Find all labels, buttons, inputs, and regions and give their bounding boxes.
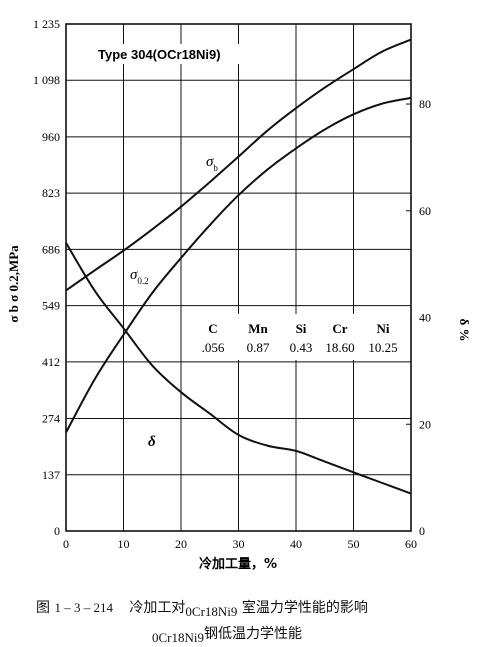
sigma-b-label: σb [206,154,218,173]
composition-header: Mn [248,321,268,336]
y2-tick-label: 80 [419,97,431,111]
y-tick-label: 0 [54,524,60,538]
chart: 0 137 274 412 549 686 823 960 1 098 1 235 0 20 40 60… [6,17,472,572]
caption-text-a: 冷加工对 [129,600,186,616]
delta-label: δ [148,434,156,450]
y2-tick-label: 20 [419,417,431,431]
y-tick-label: 549 [42,299,60,313]
y2-tick-label: 60 [419,204,431,218]
x-tick-label: 50 [348,537,360,551]
x-tick-label: 30 [233,537,245,551]
y-tick-label: 1 098 [33,73,60,87]
x-tick-label: 40 [290,537,302,551]
x-axis-label: 冷加工量，% [199,556,277,572]
composition-value: 0.87 [247,340,270,355]
y-axis-label: σ b σ 0.2,MPa [6,245,21,323]
caption-grade-2: 0Cr18Ni9 [152,630,204,645]
x-tick-label: 60 [405,537,417,551]
y-tick-label: 823 [42,186,60,200]
grid-lines [66,24,411,531]
y-tick-label: 686 [42,242,60,256]
x-tick-label: 0 [63,537,69,551]
chart-title: Type 304(OCr18Ni9) [98,47,221,62]
composition-header: C [208,321,217,336]
caption-grade-1: 0Cr18Ni9 [185,604,238,619]
y-tick-label: 1 235 [33,17,60,31]
y-tick-label: 412 [42,355,60,369]
sigma-02-curve [65,96,412,433]
x-tick-label: 20 [175,537,187,551]
sigma-02-label: σ0.2 [130,267,149,286]
y-axis-ticks: 0 137 274 412 549 686 823 960 1 098 1 235 [33,17,60,538]
composition-header: Cr [332,321,347,336]
caption-line-1: 图 1 – 3 – 214 冷加工对0Cr18Ni9 室温力学性能的影响 [36,597,368,619]
y-tick-label: 274 [42,412,60,426]
composition-header: Ni [377,321,390,336]
y-tick-label: 960 [42,130,60,144]
caption-text-b: 室温力学性能的影响 [241,600,368,616]
caption-line-2: 0Cr18Ni9钢低温力学性能 [152,623,302,645]
y-tick-label: 137 [42,468,60,482]
composition-value: 10.25 [368,340,397,355]
delta-curve [65,242,412,495]
caption-line2-text: 钢低温力学性能 [204,626,302,642]
y2-tick-label: 40 [419,311,431,325]
composition-header: Si [296,321,307,336]
y2-tick-label: 0 [419,524,425,538]
series-lines [65,38,412,495]
composition-value: 0.43 [290,340,313,355]
x-tick-label: 10 [118,537,130,551]
y2-axis-ticks: 0 20 40 60 80 [406,97,431,538]
y2-axis-label: δ % [457,319,472,342]
sigma-b-curve [65,38,412,292]
caption-number: 1 – 3 – 214 [54,600,113,615]
caption-prefix: 图 [36,600,50,616]
x-axis-ticks: 0 10 20 30 40 50 60 [63,537,417,551]
composition-table: C Mn Si Cr Ni .056 0.87 0.43 18.60 10.25 [202,321,398,355]
composition-value: 18.60 [325,340,354,355]
composition-table-bg [186,314,410,360]
composition-value: .056 [202,340,225,355]
title-box [96,44,253,64]
